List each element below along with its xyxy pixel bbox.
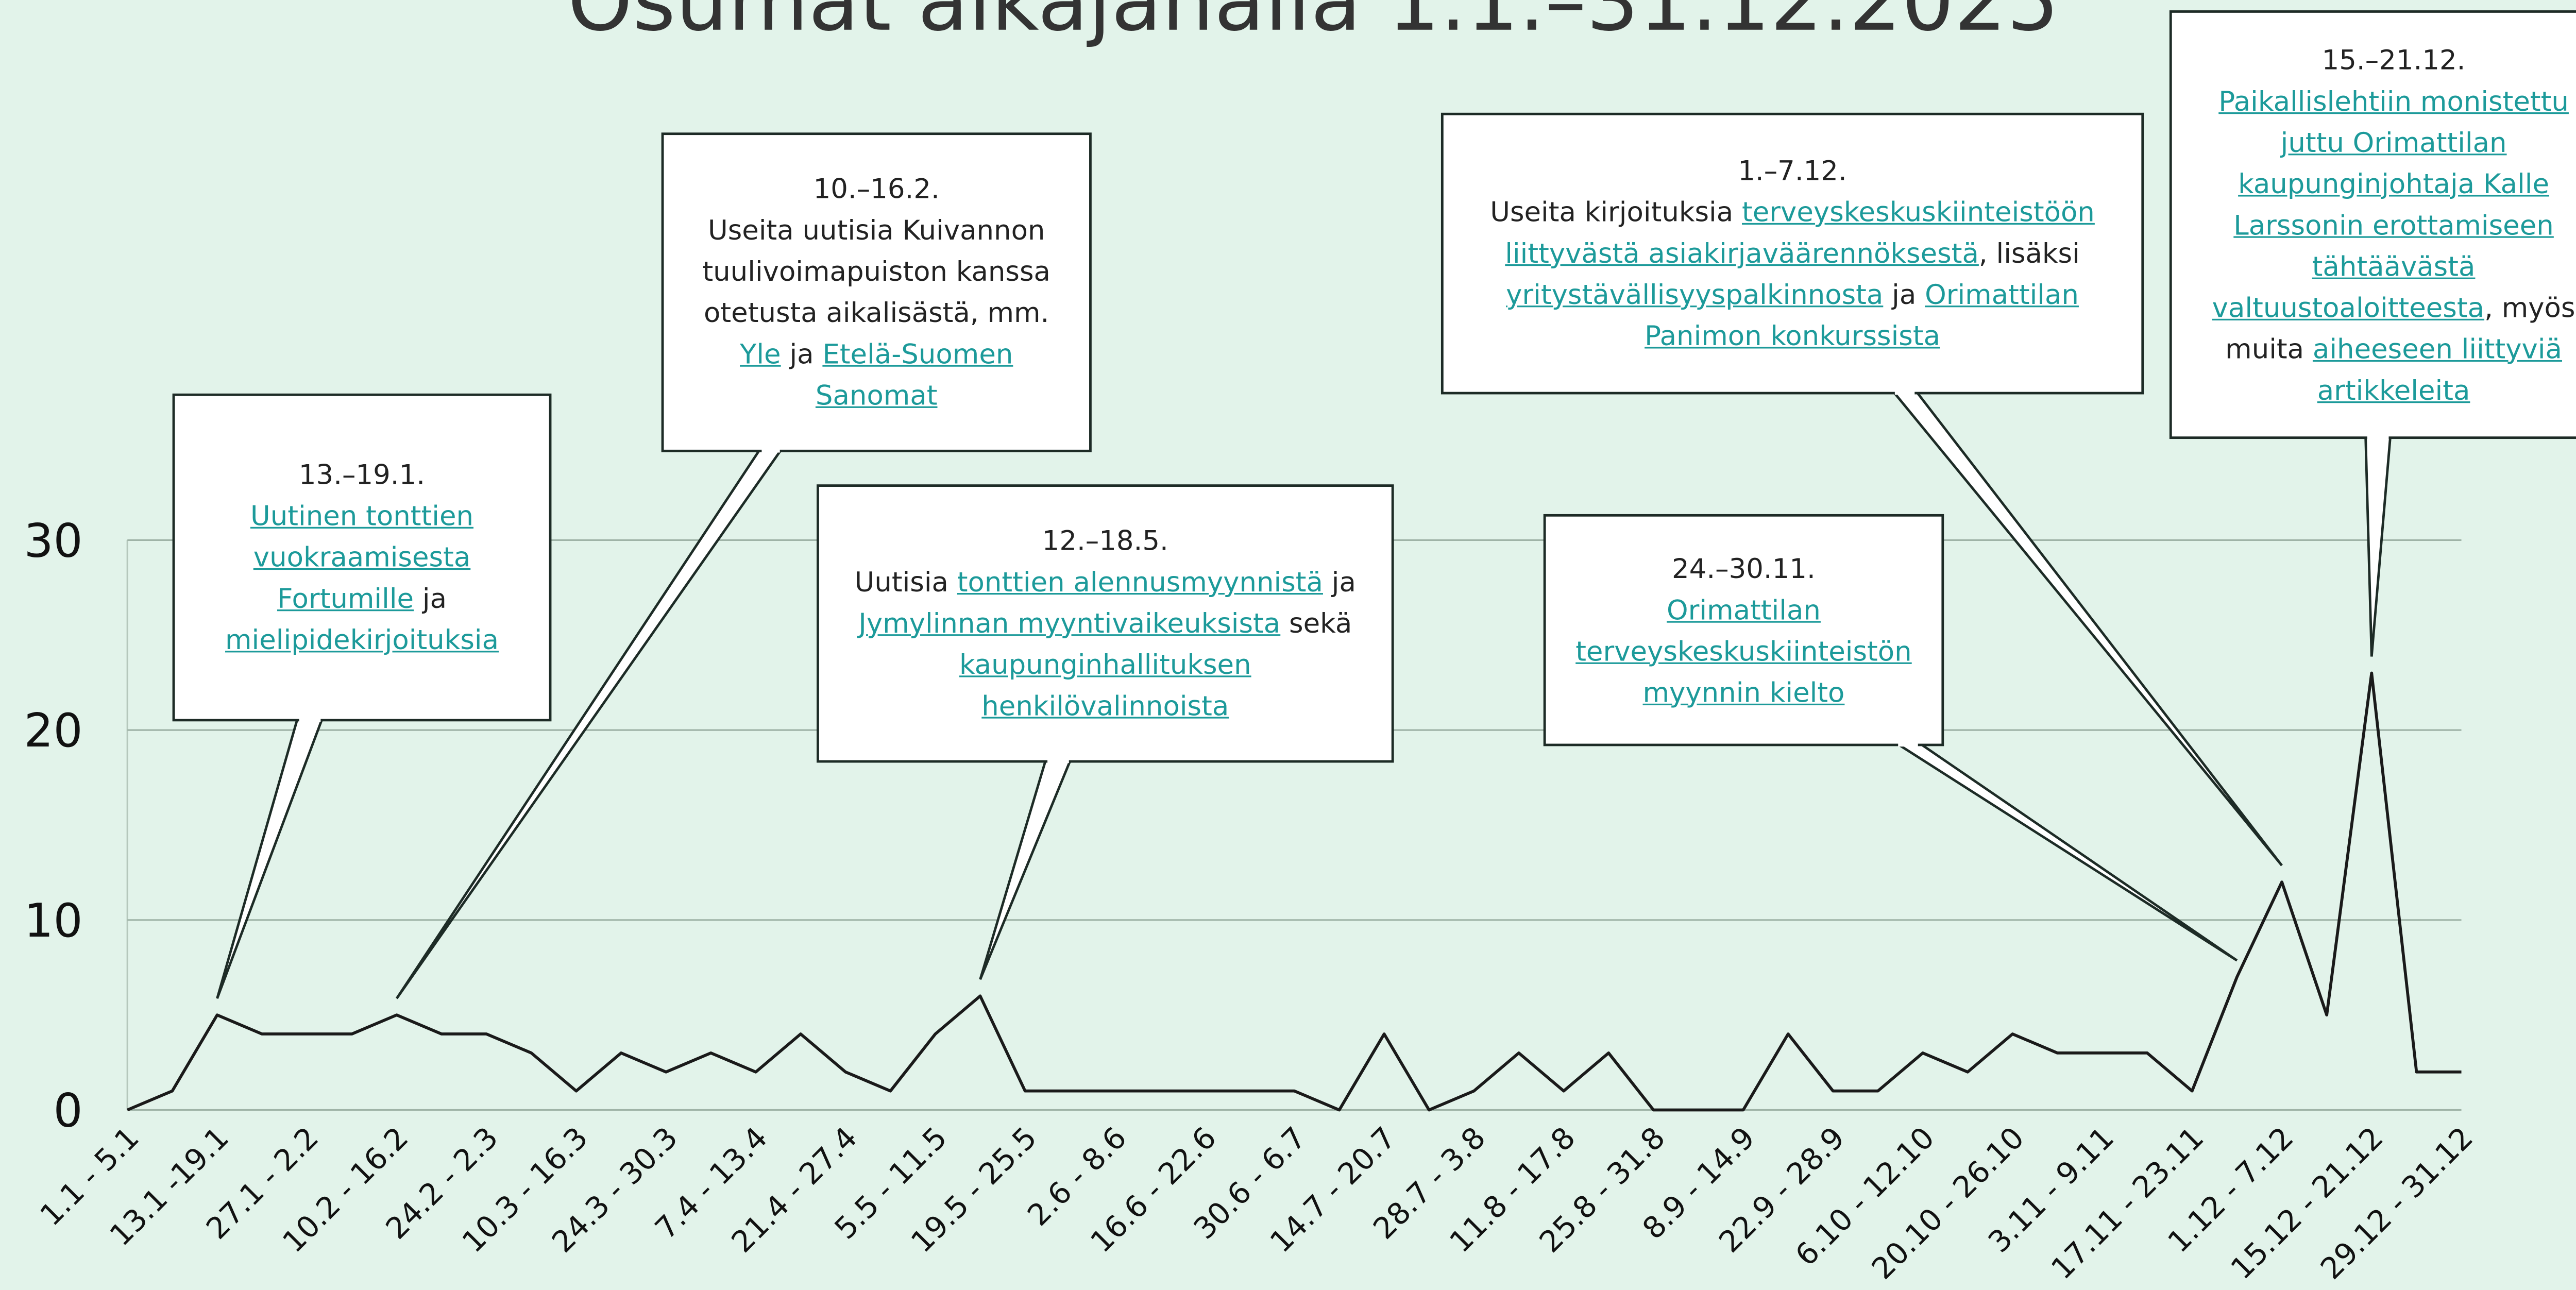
article-link[interactable]: yritystävällisyyspalkinnosta <box>1506 279 1884 311</box>
y-tick-label: 30 <box>24 514 82 568</box>
article-link[interactable]: kaupunginhallituksen henkilövalinnoista <box>959 649 1251 722</box>
callout-paragraph: 12.–18.5. Uutisia tonttien alennusmyynnis… <box>838 520 1373 727</box>
callout-paragraph: 10.–16.2. Useita uutisia Kuivannon tuuliv… <box>683 168 1071 416</box>
callout-phrase: Uutisia <box>854 566 957 598</box>
callout-text: 15.–21.12. Paikallislehtiin monistettu ju… <box>2171 11 2576 437</box>
callout-body: Useita uutisia Kuivannon tuulivoimapuist… <box>683 210 1071 416</box>
callout-paragraph: 15.–21.12. Paikallislehtiin monistettu ju… <box>2191 39 2576 410</box>
callout-paragraph: 1.–7.12. Useita kirjoituksia terveyskesku… <box>1462 150 2123 357</box>
callout-box <box>2169 10 2576 439</box>
callout-phrase: ja <box>1323 566 1356 598</box>
callout-text: 12.–18.5. Uutisia tonttien alennusmyynnis… <box>818 486 1393 761</box>
y-tick-label: 20 <box>24 704 82 758</box>
callout-content: 12.–18.5. Uutisia tonttien alennusmyynnis… <box>818 486 1393 761</box>
callout-box <box>172 393 552 722</box>
callout-body: Orimattilan terveyskeskuskiinteistön myy… <box>1565 589 1923 712</box>
callout-seam <box>1047 758 1069 763</box>
callout-text: 24.–30.11. Orimattilan terveyskeskuskiint… <box>1545 515 1943 745</box>
callout-date: 24.–30.11. <box>1672 552 1816 584</box>
callout-phrase: ja <box>781 338 823 370</box>
callout-paragraph: 13.–19.1. Uutinen tonttien vuokraamisesta… <box>194 454 531 661</box>
article-link[interactable]: aiheeseen liittyviä artikkeleita <box>2312 333 2563 406</box>
callout-seam <box>1894 389 1915 395</box>
callout-date: 1.–7.12. <box>1738 155 1847 187</box>
callout-content: 15.–21.12. Paikallislehtiin monistettu ju… <box>2171 11 2576 437</box>
callout-content: 13.–19.1. Uutinen tonttien vuokraamisesta… <box>174 395 550 720</box>
callout-date: 15.–21.12. <box>2321 43 2466 75</box>
callout-seam <box>299 717 321 722</box>
data-line <box>127 671 2462 1112</box>
article-link[interactable]: Orimattilan terveyskeskuskiinteistön myy… <box>1575 593 1912 708</box>
callout-body: Paikallislehtiin monistettu juttu Orimat… <box>2191 80 2576 410</box>
callout-seam <box>2367 434 2389 439</box>
callout-box <box>1440 112 2144 395</box>
y-tick-label: 10 <box>24 894 82 948</box>
callout-content: 24.–30.11. Orimattilan terveyskeskuskiint… <box>1545 515 1943 745</box>
article-link[interactable]: Etelä-Suomen Sanomat <box>815 338 1013 412</box>
callout-date: 10.–16.2. <box>813 173 940 205</box>
callout-text: 13.–19.1. Uutinen tonttien vuokraamisesta… <box>174 395 550 720</box>
callout-content: 10.–16.2. Useita uutisia Kuivannon tuuliv… <box>663 134 1090 451</box>
callout-phrase: ja <box>414 583 447 615</box>
callout-phrase: Useita kirjoituksia <box>1490 196 1742 228</box>
callout-phrase: , myös muita <box>2225 291 2575 364</box>
article-link[interactable]: terveyskeskuskiinteistöön liittyvästä as… <box>1505 196 2095 269</box>
callout-phrase: Useita uutisia Kuivannon tuulivoimapuist… <box>702 214 1050 329</box>
callout-date: 12.–18.5. <box>1042 525 1168 557</box>
callout-box <box>661 132 1092 452</box>
article-link[interactable]: Orimattilan Panimon konkurssista <box>1645 279 2079 352</box>
callout-phrase: ja <box>1883 279 1925 311</box>
callout-content: 1.–7.12. Useita kirjoituksia terveyskesku… <box>1442 114 2142 393</box>
callout-paragraph: 24.–30.11. Orimattilan terveyskeskuskiint… <box>1565 548 1923 713</box>
callout-body: Uutinen tonttien vuokraamisesta Fortumil… <box>194 496 531 661</box>
article-link[interactable]: Jymylinnan myyntivaikeuksista <box>858 607 1281 639</box>
callout-seam <box>761 447 780 453</box>
callout-seam <box>1898 741 1918 747</box>
y-tick-label: 0 <box>54 1084 83 1138</box>
callout-phrase: , lisäksi <box>1978 237 2080 269</box>
article-link[interactable]: Uutinen tonttien vuokraamisesta Fortumil… <box>250 500 474 615</box>
article-link[interactable]: Paikallislehtiin monistettu juttu Orimat… <box>2212 85 2569 323</box>
callout-box <box>817 484 1394 763</box>
article-link[interactable]: Yle <box>740 338 781 370</box>
callout-body: Useita kirjoituksia terveyskeskuskiintei… <box>1462 192 2123 357</box>
callout-body: Uutisia tonttien alennusmyynnistä ja Jym… <box>838 562 1373 727</box>
article-link[interactable]: mielipidekirjoituksia <box>225 624 499 656</box>
callout-date: 13.–19.1. <box>298 459 426 491</box>
callout-text: 1.–7.12. Useita kirjoituksia terveyskesku… <box>1442 114 2142 393</box>
callout-text: 10.–16.2. Useita uutisia Kuivannon tuuliv… <box>663 134 1090 451</box>
article-link[interactable]: tonttien alennusmyynnistä <box>957 566 1323 598</box>
callout-box <box>1543 514 1944 746</box>
chart-title: Osumat aikajanalla 1.1.–31.12.2025 <box>568 0 2059 49</box>
callout-phrase: sekä <box>1280 607 1352 639</box>
